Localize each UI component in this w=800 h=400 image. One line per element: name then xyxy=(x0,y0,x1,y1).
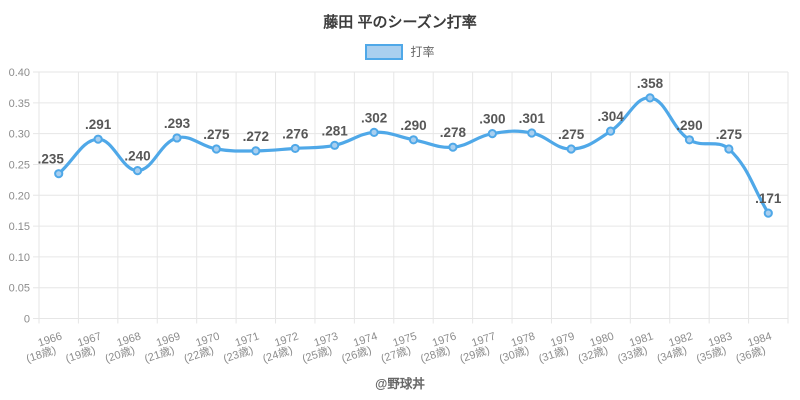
data-point-label: .290 xyxy=(400,118,426,133)
data-point[interactable] xyxy=(645,93,655,103)
legend-swatch[interactable] xyxy=(365,43,404,60)
data-point[interactable] xyxy=(487,129,497,139)
y-tick-label: 0.40 xyxy=(9,67,30,79)
data-point[interactable] xyxy=(330,140,340,150)
data-point[interactable] xyxy=(132,166,143,176)
data-point[interactable] xyxy=(251,146,261,156)
data-point[interactable] xyxy=(527,128,537,138)
data-point[interactable] xyxy=(211,144,221,154)
y-tick-label: 0.10 xyxy=(9,252,30,264)
data-point-label: .304 xyxy=(597,109,624,124)
y-tick-label: 0.35 xyxy=(9,98,30,110)
y-tick-label: 0.30 xyxy=(9,129,30,141)
data-point-label: .290 xyxy=(676,118,702,133)
y-tick-label: 0 xyxy=(24,314,30,326)
data-point-label: .171 xyxy=(755,191,782,206)
data-point[interactable] xyxy=(763,208,773,218)
data-point-label: .281 xyxy=(322,123,349,138)
y-tick-label: 0.05 xyxy=(9,283,30,295)
data-point-label: .272 xyxy=(243,129,269,144)
data-point-label: .300 xyxy=(479,112,505,127)
data-point-label: .301 xyxy=(519,111,546,126)
data-point[interactable] xyxy=(290,143,300,154)
data-point[interactable] xyxy=(172,133,182,143)
data-point-label: .235 xyxy=(38,152,65,167)
data-point[interactable] xyxy=(566,144,576,154)
data-point-label: .291 xyxy=(85,117,112,132)
data-point[interactable] xyxy=(724,144,734,154)
data-point-label: .358 xyxy=(637,76,664,91)
data-point-label: .275 xyxy=(716,127,743,142)
chart-legend: 打率 xyxy=(0,43,800,60)
data-point[interactable] xyxy=(448,142,458,152)
data-point-label: .275 xyxy=(558,127,585,142)
data-point-label: .278 xyxy=(440,125,467,140)
data-point-label: .302 xyxy=(361,110,387,125)
legend-label[interactable]: 打率 xyxy=(410,45,435,59)
data-point[interactable] xyxy=(684,135,695,145)
data-point-label: .240 xyxy=(124,149,150,164)
y-tick-label: 0.20 xyxy=(9,190,30,202)
y-tick-label: 0.15 xyxy=(9,221,30,233)
data-point[interactable] xyxy=(606,126,616,136)
data-point[interactable] xyxy=(54,169,64,179)
data-point-label: .293 xyxy=(164,116,191,131)
y-tick-label: 0.25 xyxy=(9,159,30,171)
data-point-label: .275 xyxy=(203,127,230,142)
data-point-label: .276 xyxy=(282,126,309,141)
footer-credit: @野球丼 xyxy=(375,377,425,391)
data-point[interactable] xyxy=(408,135,419,145)
data-point[interactable] xyxy=(369,127,379,137)
chart-title: 藤田 平のシーズン打率 xyxy=(323,14,477,31)
data-point[interactable] xyxy=(93,134,103,144)
